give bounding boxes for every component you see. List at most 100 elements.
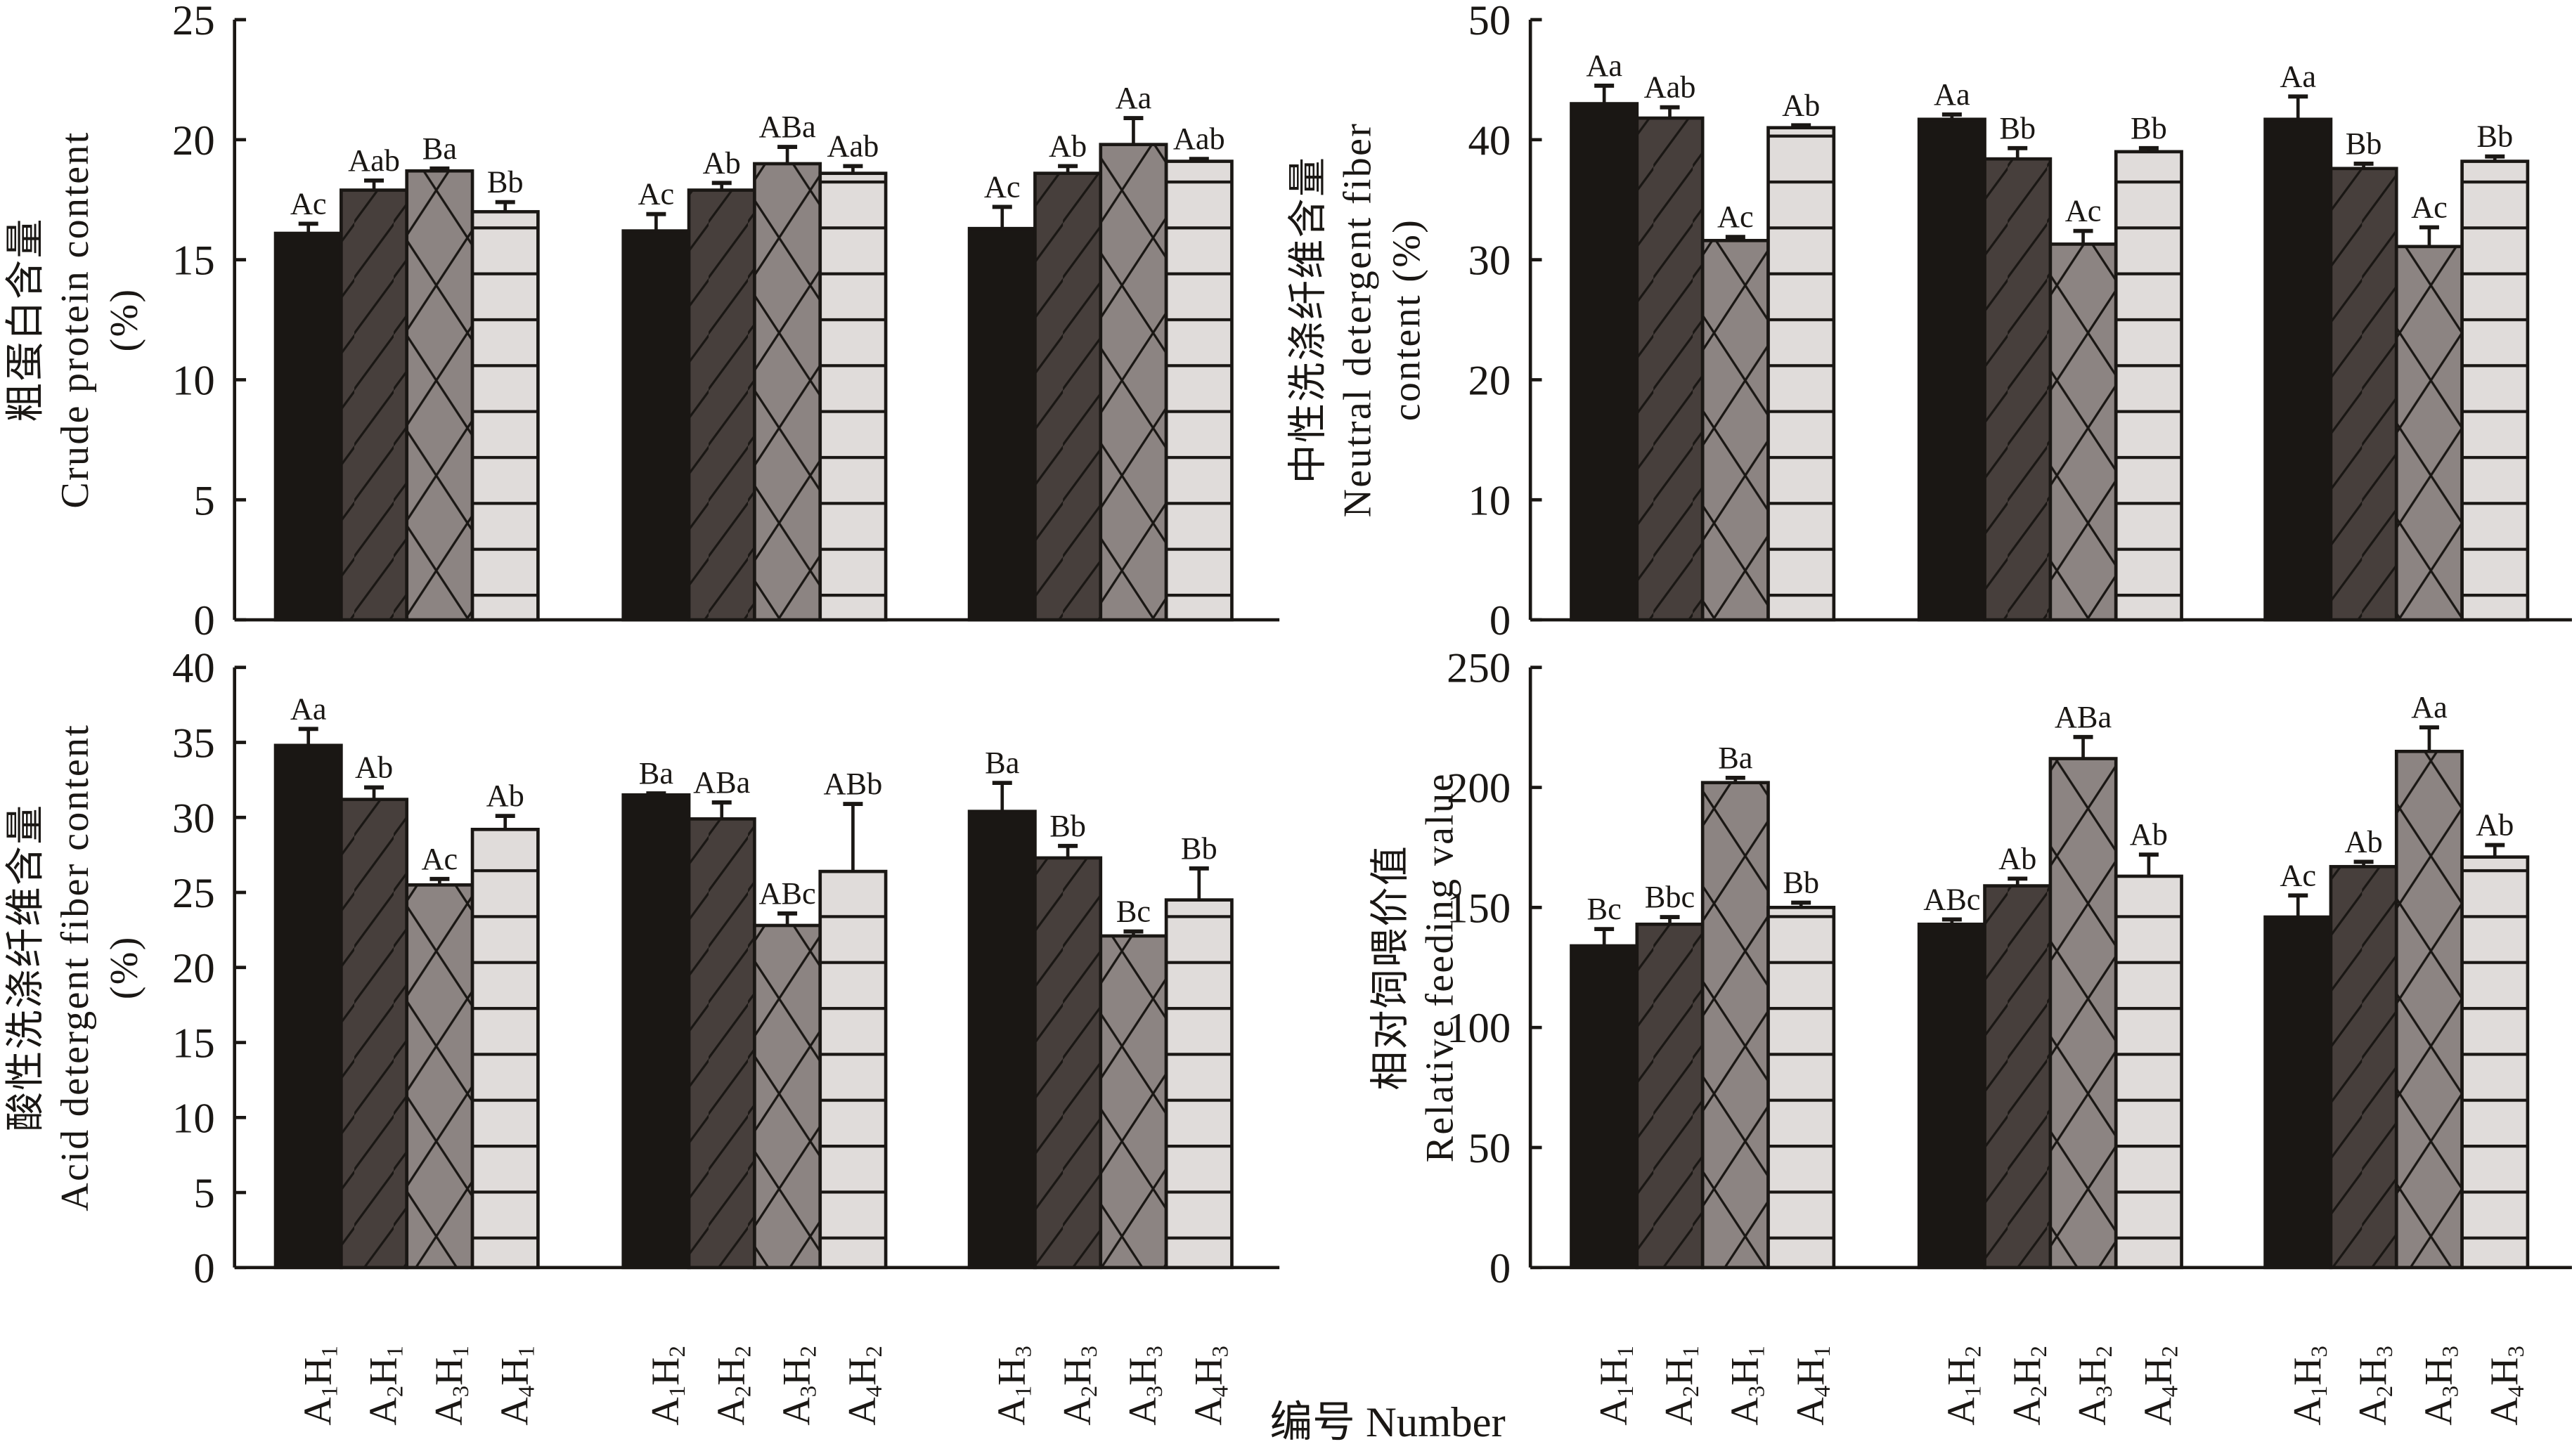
bar-A1-H3 — [2263, 117, 2333, 622]
bar-A3-H3 — [2394, 245, 2464, 622]
significance-label: Bbc — [1645, 879, 1695, 914]
x-tick-label: A3H3 — [1121, 1346, 1168, 1426]
bar-A1-H3 — [967, 226, 1037, 622]
y-tick-label: 150 — [1447, 885, 1511, 932]
x-tick-label: A4H1 — [493, 1346, 539, 1426]
significance-label: Ab — [486, 778, 524, 813]
bar-A1-H2 — [1917, 922, 1986, 1270]
significance-label: Aa — [290, 691, 327, 726]
bar-A3-H1 — [405, 169, 474, 622]
bar-A2-H3 — [2329, 167, 2398, 622]
bar-A4-H3 — [2460, 855, 2530, 1270]
significance-label: Aab — [1173, 121, 1225, 156]
significance-label: Bb — [1999, 110, 2036, 145]
significance-label: Aa — [1116, 80, 1152, 115]
y-tick-label: 25 — [172, 870, 215, 917]
significance-label: Aab — [348, 143, 400, 178]
y-axis-title-en: content (%) — [1385, 219, 1429, 421]
bar-A3-H2 — [753, 923, 822, 1270]
bar-A4-H3 — [1164, 898, 1234, 1270]
bar-A4-H2 — [2114, 150, 2183, 622]
y-tick-label: 10 — [172, 1095, 215, 1142]
y-tick-label: 20 — [172, 945, 215, 992]
bar-A2-H2 — [687, 817, 756, 1270]
x-tick-label: A4H1 — [1789, 1346, 1835, 1426]
significance-label: Ab — [2344, 824, 2382, 859]
significance-label: Ac — [1717, 199, 1754, 234]
significance-label: Ac — [638, 176, 675, 212]
significance-label: ABa — [758, 109, 816, 144]
bar-A4-H2 — [818, 869, 888, 1270]
bar-A4-H1 — [1766, 126, 1836, 622]
bar-A2-H1 — [1635, 116, 1705, 622]
significance-label: ABc — [1923, 881, 1980, 916]
y-tick-label: 50 — [1468, 1125, 1511, 1172]
bar-A2-H3 — [2329, 864, 2398, 1270]
significance-label: Aab — [827, 128, 879, 163]
y-tick-label: 20 — [1468, 357, 1511, 404]
bar-A4-H1 — [470, 827, 540, 1270]
x-tick-label: A3H1 — [427, 1346, 474, 1426]
bar-A2-H2 — [687, 188, 756, 622]
significance-label: Bb — [1049, 808, 1086, 843]
x-axis-title: 编号 Number — [1270, 1399, 1506, 1446]
significance-label: Ba — [1718, 740, 1753, 775]
bar-A3-H2 — [753, 162, 822, 622]
significance-label: Ba — [985, 745, 1020, 780]
significance-label: Bb — [2476, 119, 2513, 154]
panel-relative-feeding-value: 0 50 100 150 200 250 相对饲喂价值 Relative feeding va… — [1369, 645, 2572, 1426]
significance-label: Bc — [1116, 894, 1151, 929]
panel-neutral-detergent-fiber: 0 10 20 30 40 50 中性洗涤纤维含量 Neutral detergent fib… — [1287, 0, 2572, 644]
bar-A2-H3 — [1033, 171, 1103, 622]
bar-A2-H1 — [1635, 922, 1705, 1270]
bar-A2-H3 — [1033, 856, 1103, 1270]
bar-A4-H2 — [818, 171, 888, 622]
bar-A2-H2 — [1983, 157, 2053, 622]
y-tick-label: 0 — [193, 1245, 214, 1292]
bar-A1-H1 — [273, 231, 343, 622]
bar-A4-H3 — [1164, 160, 1234, 622]
significance-label: Ba — [422, 131, 458, 166]
significance-label: Ac — [2065, 193, 2102, 228]
x-tick-label: A2H1 — [362, 1346, 408, 1426]
y-axis-title-en: Relative feeding value — [1418, 772, 1461, 1162]
bar-A3-H1 — [1700, 781, 1770, 1270]
panel-crude-protein: 0 5 10 15 20 25 粗蛋白含量 Crude protein content (%) A… — [4, 0, 1280, 644]
x-tick-label: A1H2 — [644, 1346, 690, 1426]
y-tick-label: 0 — [1489, 1245, 1511, 1292]
y-axis-title-en: Neutral detergent fiber — [1336, 122, 1380, 518]
x-tick-label: A4H3 — [2483, 1346, 2529, 1426]
x-tick-label: A3H3 — [2417, 1346, 2463, 1426]
significance-label: Ab — [2476, 807, 2514, 843]
y-tick-label: 30 — [1468, 238, 1511, 285]
x-tick-label: A1H1 — [1592, 1346, 1639, 1426]
y-tick-label: 20 — [172, 117, 215, 164]
bar-A4-H1 — [1766, 906, 1836, 1270]
significance-label: Ac — [422, 841, 458, 876]
significance-label: Ac — [290, 186, 327, 221]
significance-label: Aa — [2411, 689, 2448, 724]
significance-label: Ab — [1782, 87, 1820, 122]
y-axis-title-en: (%) — [103, 288, 146, 352]
y-axis-title-cn: 酸性洗涤纤维含量 — [4, 803, 48, 1131]
y-tick-label: 15 — [172, 238, 215, 285]
significance-label: Bb — [1783, 865, 1819, 900]
x-tick-label: A1H2 — [1939, 1346, 1986, 1426]
bar-A3-H3 — [1099, 143, 1168, 622]
x-tick-label: A2H2 — [2005, 1346, 2052, 1426]
x-tick-label: A2H3 — [2351, 1346, 2398, 1426]
y-axis-title-cn: 粗蛋白含量 — [4, 217, 48, 422]
bar-A1-H2 — [621, 229, 691, 622]
significance-label: Aab — [1644, 70, 1696, 105]
significance-label: Ab — [2130, 817, 2168, 852]
significance-label: Ab — [355, 750, 393, 785]
x-tick-label: A1H1 — [296, 1346, 342, 1426]
bar-A2-H2 — [1983, 884, 2053, 1270]
bar-A3-H3 — [1099, 934, 1168, 1270]
x-tick-label: A3H2 — [775, 1346, 822, 1426]
significance-label: Ac — [984, 169, 1021, 204]
y-tick-label: 50 — [1468, 0, 1511, 44]
y-tick-label: 30 — [172, 795, 215, 842]
